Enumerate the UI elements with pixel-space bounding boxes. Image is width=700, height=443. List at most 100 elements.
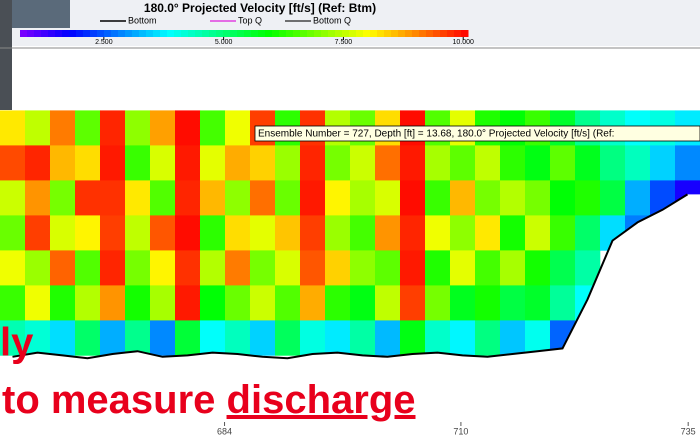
colorbar-step <box>118 30 126 37</box>
velocity-cell <box>150 180 176 216</box>
velocity-cell <box>400 285 426 321</box>
velocity-cell <box>475 215 501 251</box>
velocity-cell <box>125 215 151 251</box>
velocity-cell <box>275 145 301 181</box>
velocity-cell <box>125 145 151 181</box>
velocity-cell <box>500 320 526 356</box>
velocity-cell <box>425 320 451 356</box>
colorbar-step <box>391 30 399 37</box>
velocity-cell <box>150 110 176 146</box>
velocity-cell <box>75 180 101 216</box>
velocity-cell <box>0 320 26 356</box>
velocity-cell <box>175 285 201 321</box>
tooltip-text: Ensemble Number = 727, Depth [ft] = 13.6… <box>258 129 614 140</box>
velocity-cell <box>475 320 501 356</box>
overlay-emphasis: discharge <box>227 378 416 422</box>
overlay-text: to measure discharge <box>2 378 416 422</box>
velocity-cell <box>75 215 101 251</box>
overlay-text: ly <box>0 321 34 365</box>
colorbar-step <box>76 30 84 37</box>
velocity-cell <box>200 110 226 146</box>
velocity-cell <box>25 285 51 321</box>
colorbar-step <box>335 30 343 37</box>
velocity-cell <box>50 320 76 356</box>
velocity-cell <box>350 145 376 181</box>
velocity-cell <box>275 250 301 286</box>
bottom-line-group <box>0 193 700 410</box>
legend-label: Top Q <box>238 15 262 25</box>
colorbar-tick-label: 7.500 <box>335 39 353 46</box>
colorbar-step <box>160 30 168 37</box>
colorbar-step <box>349 30 357 37</box>
velocity-cell <box>625 180 651 216</box>
velocity-cell <box>75 320 101 356</box>
velocity-cell <box>350 320 376 356</box>
header-band <box>0 0 700 46</box>
velocity-cell <box>525 180 551 216</box>
velocity-cell <box>400 320 426 356</box>
velocity-cell <box>150 285 176 321</box>
colorbar-step <box>111 30 119 37</box>
x-tick-label: 735 <box>681 426 696 436</box>
colorbar-step <box>272 30 280 37</box>
colorbar-step <box>293 30 301 37</box>
legend-label: Bottom <box>128 15 157 25</box>
colorbar-step <box>69 30 77 37</box>
colorbar-step <box>20 30 28 37</box>
velocity-cell <box>300 320 326 356</box>
velocity-cell <box>50 285 76 321</box>
velocity-cell <box>100 110 126 146</box>
velocity-cell <box>50 145 76 181</box>
x-tick-label: 684 <box>217 426 232 436</box>
colorbar-step <box>251 30 259 37</box>
velocity-cell <box>250 180 276 216</box>
velocity-cell <box>400 215 426 251</box>
velocity-cell <box>0 215 26 251</box>
colorbar: 2.500 5.000 7.500 10.000 <box>20 30 474 46</box>
velocity-cell <box>425 250 451 286</box>
colorbar-step <box>454 30 462 37</box>
velocity-cell <box>500 215 526 251</box>
x-tick-label: 710 <box>453 426 468 436</box>
velocity-cell <box>600 145 626 181</box>
bottom-line <box>12 193 689 360</box>
colorbar-step <box>27 30 35 37</box>
velocity-cell <box>225 145 251 181</box>
x-axis: 684 710 735 <box>217 422 696 436</box>
colorbar-tick-label: 10.000 <box>452 39 474 46</box>
velocity-cell <box>450 285 476 321</box>
colorbar-step <box>461 30 469 37</box>
overlay-text-part: to measure <box>2 378 227 422</box>
chart-title: 180.0° Projected Velocity [ft/s] (Ref: B… <box>144 1 376 15</box>
velocity-cell <box>575 215 601 251</box>
colorbar-step <box>405 30 413 37</box>
colorbar-step <box>321 30 329 37</box>
colorbar-step <box>230 30 238 37</box>
velocity-cell <box>375 285 401 321</box>
velocity-cell <box>575 145 601 181</box>
velocity-cell <box>200 250 226 286</box>
velocity-cell <box>350 215 376 251</box>
velocity-cell <box>450 320 476 356</box>
velocity-cell <box>150 250 176 286</box>
velocity-cell <box>475 145 501 181</box>
velocity-cell <box>250 145 276 181</box>
velocity-cell <box>500 180 526 216</box>
velocity-cell <box>275 320 301 356</box>
velocity-cell <box>400 145 426 181</box>
velocity-cell <box>375 145 401 181</box>
velocity-cell <box>550 180 576 216</box>
velocity-cell <box>200 285 226 321</box>
colorbar-step <box>97 30 105 37</box>
velocity-cell <box>100 145 126 181</box>
velocity-cell <box>100 215 126 251</box>
colorbar-step <box>433 30 441 37</box>
colorbar-step <box>216 30 224 37</box>
velocity-cell <box>175 250 201 286</box>
velocity-cell <box>525 145 551 181</box>
velocity-cell <box>325 180 351 216</box>
velocity-cell <box>25 145 51 181</box>
velocity-cell <box>450 215 476 251</box>
legend: Bottom Top Q Bottom Q <box>100 15 351 25</box>
velocity-cell <box>425 145 451 181</box>
